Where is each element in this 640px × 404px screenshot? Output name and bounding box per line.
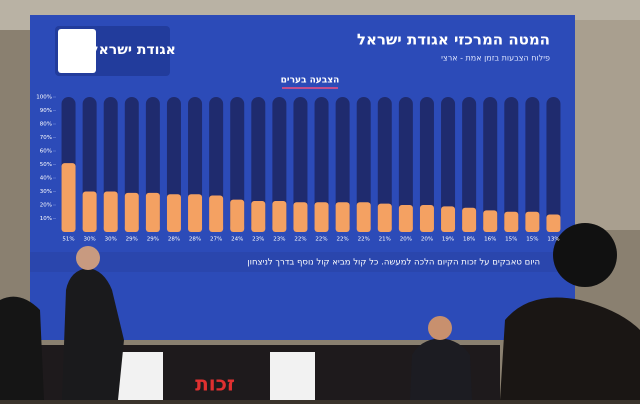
bar: [145, 192, 160, 232]
y-tick-label: 70%: [40, 135, 52, 141]
bar-track: [419, 97, 434, 232]
bar: [82, 191, 97, 232]
bar-track: [251, 97, 266, 232]
person: [410, 338, 472, 400]
y-tick-label: 20%: [40, 203, 52, 209]
banner-text: זכות: [195, 372, 235, 396]
bar: [441, 206, 456, 232]
bar-track: [377, 97, 392, 232]
ticker-band: [30, 252, 575, 272]
bar-track: [356, 97, 371, 232]
bar: [356, 202, 371, 232]
bar: [314, 202, 329, 232]
value-label: 16%: [484, 237, 496, 243]
chart: 10% 20% 30% 40% 50% 60% 70% 80% 90% 100% 51% 30% 30%…: [36, 95, 561, 243]
value-label: 15%: [505, 237, 517, 243]
value-label: 28%: [189, 237, 201, 243]
value-label: 29%: [126, 237, 138, 243]
value-label: 22%: [294, 237, 306, 243]
person: [62, 268, 124, 400]
y-tick-label: 40%: [40, 176, 52, 182]
y-tick-label: 80%: [40, 122, 52, 128]
y-tick-label: 50%: [40, 162, 52, 168]
value-label: 15%: [526, 237, 538, 243]
value-label: 28%: [168, 237, 180, 243]
bar: [525, 211, 540, 232]
bar-track: [230, 97, 245, 232]
bar-track: [504, 97, 519, 232]
person-hat: [553, 223, 617, 287]
value-label: 22%: [358, 237, 370, 243]
bar: [335, 202, 350, 232]
bar: [398, 205, 413, 232]
value-label: 51%: [62, 237, 74, 243]
bar: [103, 191, 118, 232]
bar: [293, 202, 308, 232]
wall-panel: [575, 20, 640, 230]
y-tick-label: 90%: [40, 108, 52, 114]
bar: [251, 200, 266, 232]
subtitle: פילוח הצבעות בזמן אמת - ארצי: [441, 54, 550, 63]
bar: [419, 205, 434, 232]
person-head: [428, 316, 452, 340]
chart-title: הצבעה בערים: [281, 76, 340, 86]
y-tick-label: 60%: [40, 149, 52, 155]
y-tick-label: 10%: [40, 216, 52, 222]
y-tick-label: 100%: [36, 95, 52, 101]
bar-track: [293, 97, 308, 232]
bar: [188, 194, 203, 232]
bar: [166, 194, 181, 232]
value-label: 21%: [379, 237, 391, 243]
value-label: 20%: [421, 237, 433, 243]
title: המטה המרכזי אגודת ישראל: [357, 31, 550, 49]
bar-track: [546, 97, 561, 232]
bar-track: [483, 97, 498, 232]
value-label: 13%: [547, 237, 559, 243]
value-label: 18%: [463, 237, 475, 243]
bar: [61, 163, 76, 232]
bar-track: [462, 97, 477, 232]
bar: [377, 203, 392, 232]
value-label: 30%: [105, 237, 117, 243]
bar: [124, 192, 139, 232]
person: [0, 296, 44, 400]
bar-track: [314, 97, 329, 232]
value-label: 20%: [400, 237, 412, 243]
bar: [272, 200, 287, 232]
value-label: 19%: [442, 237, 454, 243]
banner-logo: [118, 352, 163, 400]
value-label: 30%: [84, 237, 96, 243]
value-label: 22%: [337, 237, 349, 243]
bar-track: [335, 97, 350, 232]
bar: [546, 214, 561, 232]
person: [500, 297, 640, 400]
bar-track: [525, 97, 540, 232]
bar-track: [272, 97, 287, 232]
bar-track: [398, 97, 413, 232]
bar-track: [441, 97, 456, 232]
logo-icon: [58, 29, 96, 73]
bar: [230, 199, 245, 232]
value-label: 24%: [231, 237, 243, 243]
value-label: 22%: [315, 237, 327, 243]
bar: [462, 207, 477, 232]
value-label: 23%: [273, 237, 285, 243]
bar: [504, 211, 519, 232]
bar: [483, 210, 498, 232]
value-label: 23%: [252, 237, 264, 243]
value-label: 27%: [210, 237, 222, 243]
person-head: [76, 246, 100, 270]
banner-logo: [270, 352, 315, 400]
bar: [209, 195, 224, 232]
ticker: היום טאבקים על זכות הקיום הלכה למעשה. כל…: [247, 258, 540, 268]
value-label: 29%: [147, 237, 159, 243]
y-tick-label: 30%: [40, 189, 52, 195]
logo-text: אגודת ישראל: [90, 42, 176, 58]
